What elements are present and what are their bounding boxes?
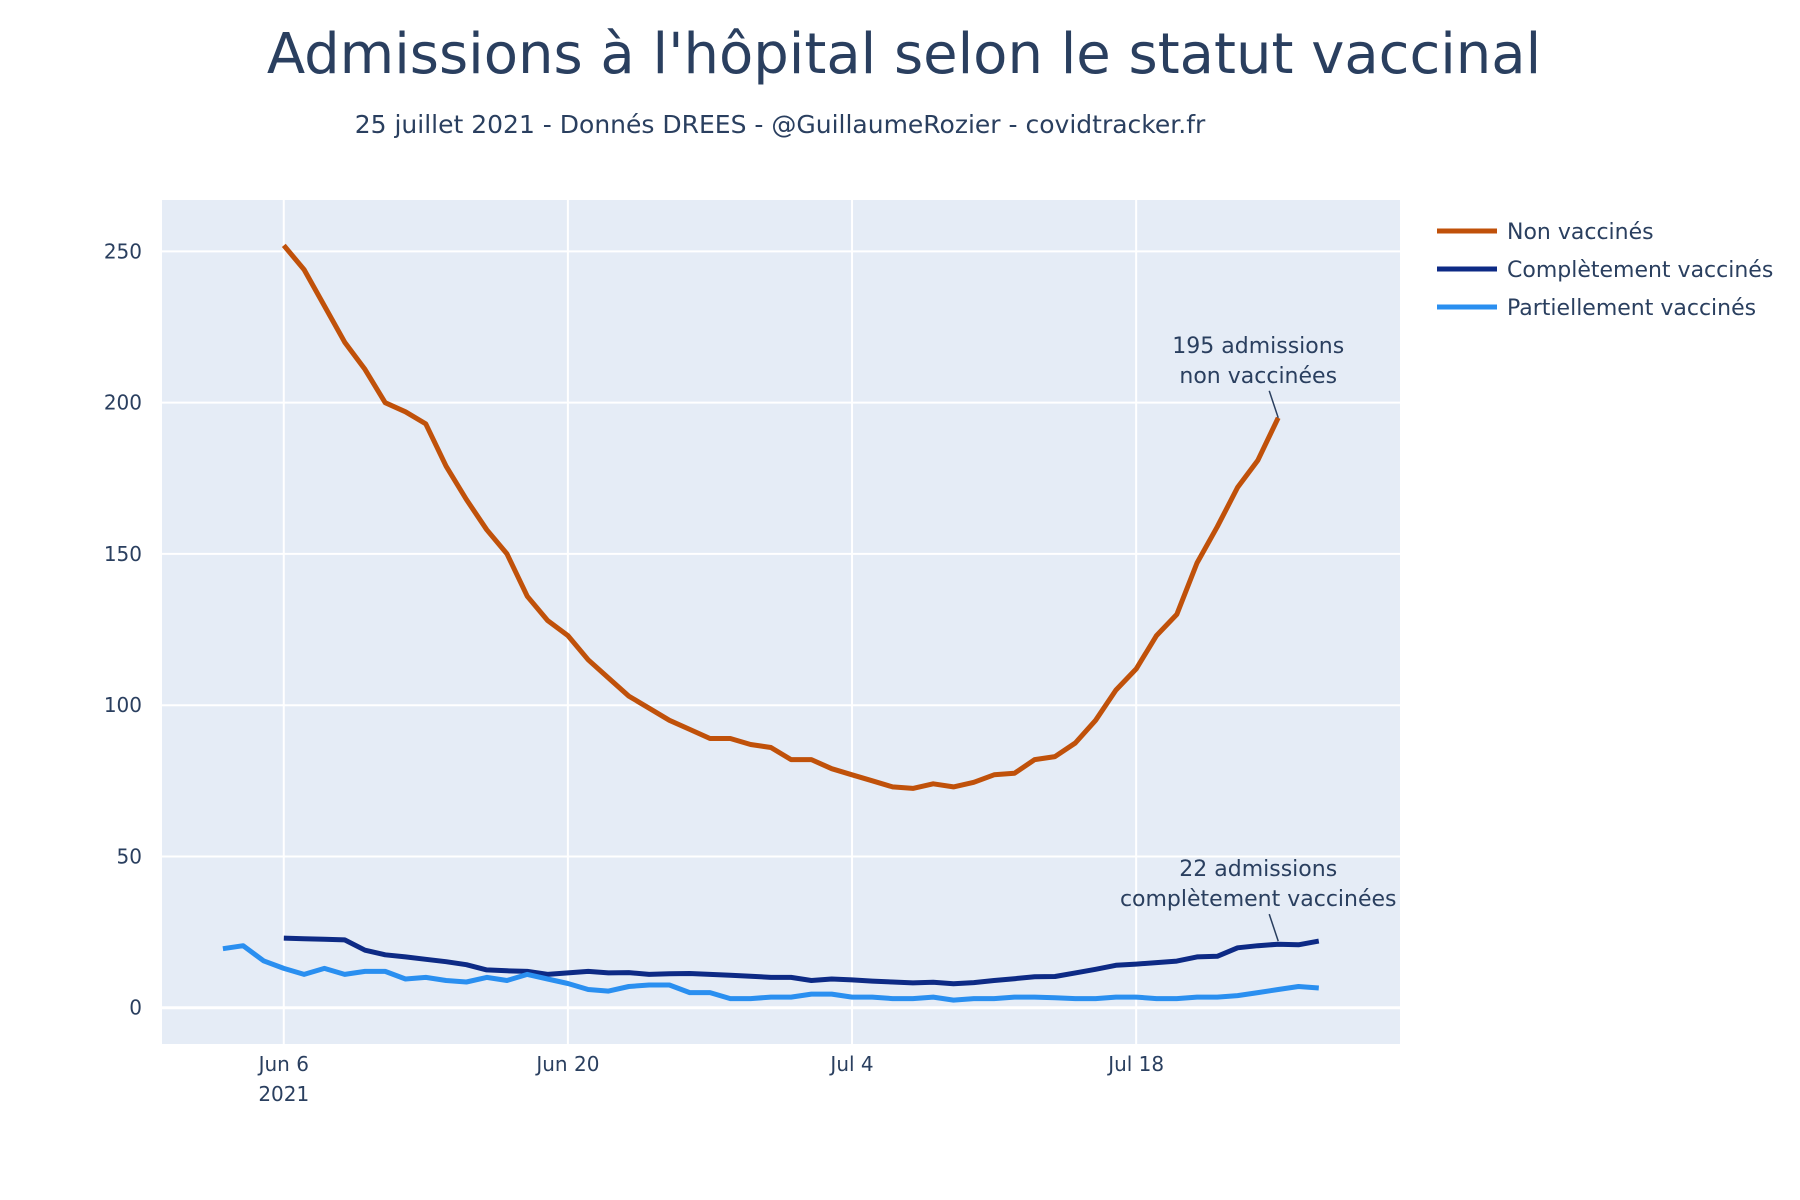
annotation-text: non vaccinées — [1179, 364, 1337, 389]
x-tick-sublabel: 2021 — [258, 1082, 309, 1106]
x-axis: Jun 6 2021 Jun 20 Jul 4 Jul 18 — [257, 1052, 1165, 1106]
annotation-arrow — [1268, 913, 1279, 942]
annotations: 195 admissions non vaccinées 22 admissions… — [1120, 334, 1397, 942]
y-tick-label: 200 — [104, 391, 142, 415]
x-tick-label: Jun 6 — [257, 1052, 309, 1076]
chart-title: Admissions à l'hôpital selon le statut v… — [266, 22, 1542, 87]
gridlines — [162, 200, 1400, 1044]
legend-label: Non vaccinés — [1507, 220, 1654, 245]
annotation-text: 22 admissions — [1179, 857, 1337, 882]
y-tick-label: 100 — [104, 693, 142, 717]
legend-label: Partiellement vaccinés — [1507, 296, 1756, 321]
series-lines — [222, 243, 1320, 1003]
chart-subtitle: 25 juillet 2021 - Donnés DREES - @Guilla… — [354, 110, 1206, 139]
y-tick-label: 250 — [104, 239, 142, 263]
y-tick-label: 0 — [129, 996, 142, 1020]
y-axis: 0 50 100 150 200 250 — [104, 239, 142, 1019]
series-line-2 — [222, 943, 1319, 1003]
legend-label: Complètement vaccinés — [1507, 258, 1773, 283]
plot-area — [162, 200, 1400, 1044]
annotation-text: complètement vaccinées — [1120, 887, 1397, 912]
annotation-text: 195 admissions — [1172, 334, 1344, 359]
annotation-arrow — [1268, 390, 1279, 419]
series-line-0 — [281, 243, 1281, 791]
y-tick-label: 150 — [104, 542, 142, 566]
x-tick-label: Jun 20 — [534, 1052, 599, 1076]
legend: Non vaccinés Complètement vaccinés Partiel… — [1437, 220, 1773, 321]
x-tick-label: Jul 18 — [1106, 1052, 1164, 1076]
x-tick-label: Jul 4 — [828, 1052, 873, 1076]
y-tick-label: 50 — [117, 844, 142, 868]
series-line-1 — [283, 935, 1320, 987]
